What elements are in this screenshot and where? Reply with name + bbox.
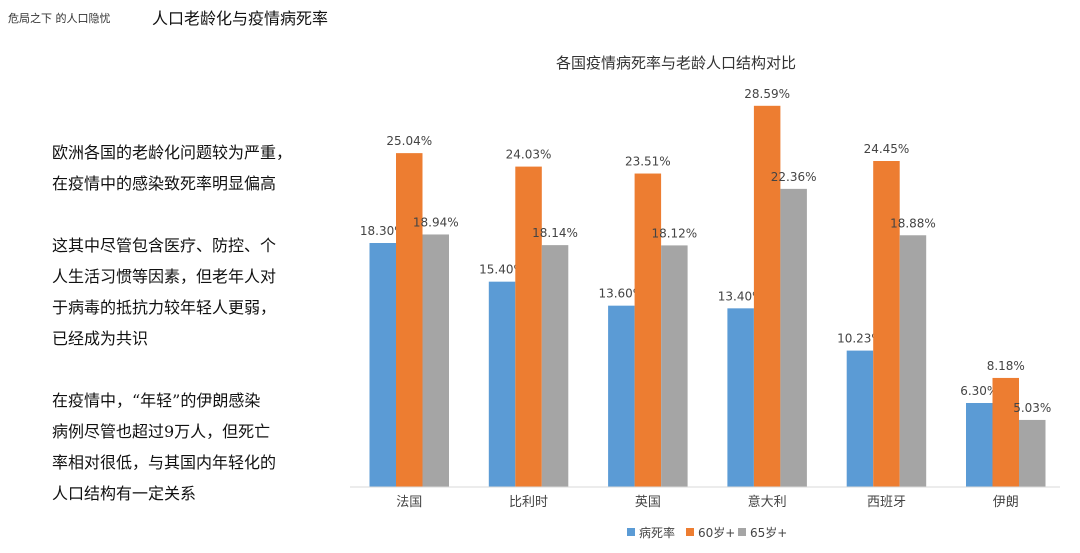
bar-1	[846, 350, 874, 487]
data-label: 5.03%	[1013, 401, 1051, 415]
breadcrumb: 危局之下 的人口隐忧	[8, 12, 111, 25]
data-label: 18.94%	[413, 215, 459, 229]
bar-1	[966, 403, 993, 487]
bar-2	[634, 173, 662, 488]
description-text: 欧洲各国的老龄化问题较为严重， 在疫情中的感染致死率明显偏高 这其中尽管包含医疗…	[52, 137, 322, 540]
text-line: 欧洲各国的老龄化问题较为严重，	[52, 143, 293, 162]
category-label: 英国	[635, 495, 661, 510]
bar-1	[608, 305, 635, 487]
bars-group: 18.30% 25.04% 18.94% 法国 15.40% 24.03% 18.14% 比利…	[360, 87, 1051, 510]
paragraph-1: 欧洲各国的老龄化问题较为严重， 在疫情中的感染致死率明显偏高	[52, 137, 322, 199]
text-line: 率相对很低，与其国内年轻化的	[52, 453, 277, 472]
bar-3	[661, 245, 688, 487]
legend-swatch	[738, 528, 746, 536]
bar-2	[992, 377, 1019, 487]
page-title: 人口老龄化与疫情病死率	[152, 9, 329, 28]
text-line: 于病毒的抵抗力较年轻人更弱，	[52, 298, 277, 317]
bar-2	[515, 166, 542, 487]
paragraph-2: 这其中尽管包含医疗、防控、个 人生活习惯等因素，但老年人对 于病毒的抵抗力较年轻…	[52, 230, 322, 354]
data-label: 13.60%	[598, 287, 644, 301]
data-label: 24.45%	[864, 142, 910, 156]
category-label: 伊朗	[993, 495, 1019, 510]
text-line: 这其中尽管包含医疗、防控、个	[52, 236, 277, 255]
legend-label: 60岁+	[698, 525, 735, 540]
bar-2	[873, 161, 900, 487]
legend: 病死率 60岁+ 65岁+	[627, 525, 787, 540]
legend-swatch	[627, 528, 635, 536]
category-label: 意大利	[748, 494, 787, 510]
data-label: 22.36%	[771, 170, 817, 184]
bar-3	[780, 188, 807, 487]
data-label: 28.59%	[744, 87, 790, 101]
bar-3	[899, 235, 927, 487]
legend-label: 病死率	[639, 525, 675, 540]
data-label: 25.04%	[386, 134, 432, 148]
legend-swatch	[686, 528, 694, 536]
data-label: 18.14%	[532, 226, 578, 240]
data-label: 15.40%	[479, 263, 525, 277]
data-label: 23.51%	[625, 155, 671, 169]
data-label: 18.88%	[890, 216, 936, 230]
category-label: 法国	[396, 495, 422, 510]
text-line: 在疫情中，“年轻”的伊朗感染	[52, 391, 261, 410]
bar-3	[541, 245, 569, 487]
bar-1	[488, 281, 516, 487]
bar-2	[396, 153, 423, 487]
legend-label: 65岁+	[750, 525, 787, 540]
data-label: 18.30%	[360, 224, 406, 238]
data-label: 6.30%	[960, 384, 998, 398]
text-line: 人口结构有一定关系	[52, 484, 197, 503]
data-label: 24.03%	[506, 148, 552, 162]
category-label: 比利时	[509, 495, 548, 510]
data-label: 10.23%	[837, 332, 883, 346]
bar-1	[727, 308, 754, 487]
bar-3	[422, 234, 449, 487]
chart-title: 各国疫情病死率与老龄人口结构对比	[556, 54, 796, 72]
category-label: 西班牙	[867, 495, 906, 510]
data-label: 13.40%	[718, 289, 764, 303]
text-line: 在疫情中的感染致死率明显偏高	[52, 174, 277, 193]
bar-3	[1019, 419, 1046, 487]
paragraph-3: 在疫情中，“年轻”的伊朗感染 病例尽管也超过9万人，但死亡 率相对很低，与其国内…	[52, 385, 322, 509]
bar-1	[369, 243, 396, 487]
data-label: 18.12%	[651, 226, 697, 240]
text-line: 病例尽管也超过9万人，但死亡	[52, 422, 271, 441]
data-label: 8.18%	[987, 359, 1025, 373]
text-line: 已经成为共识	[52, 329, 149, 348]
bar-2	[753, 105, 781, 488]
text-line: 人生活习惯等因素，但老年人对	[52, 267, 277, 286]
